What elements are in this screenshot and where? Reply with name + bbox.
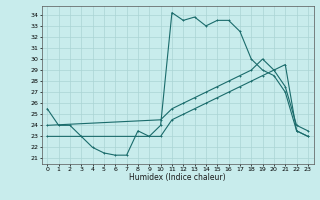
X-axis label: Humidex (Indice chaleur): Humidex (Indice chaleur): [129, 173, 226, 182]
